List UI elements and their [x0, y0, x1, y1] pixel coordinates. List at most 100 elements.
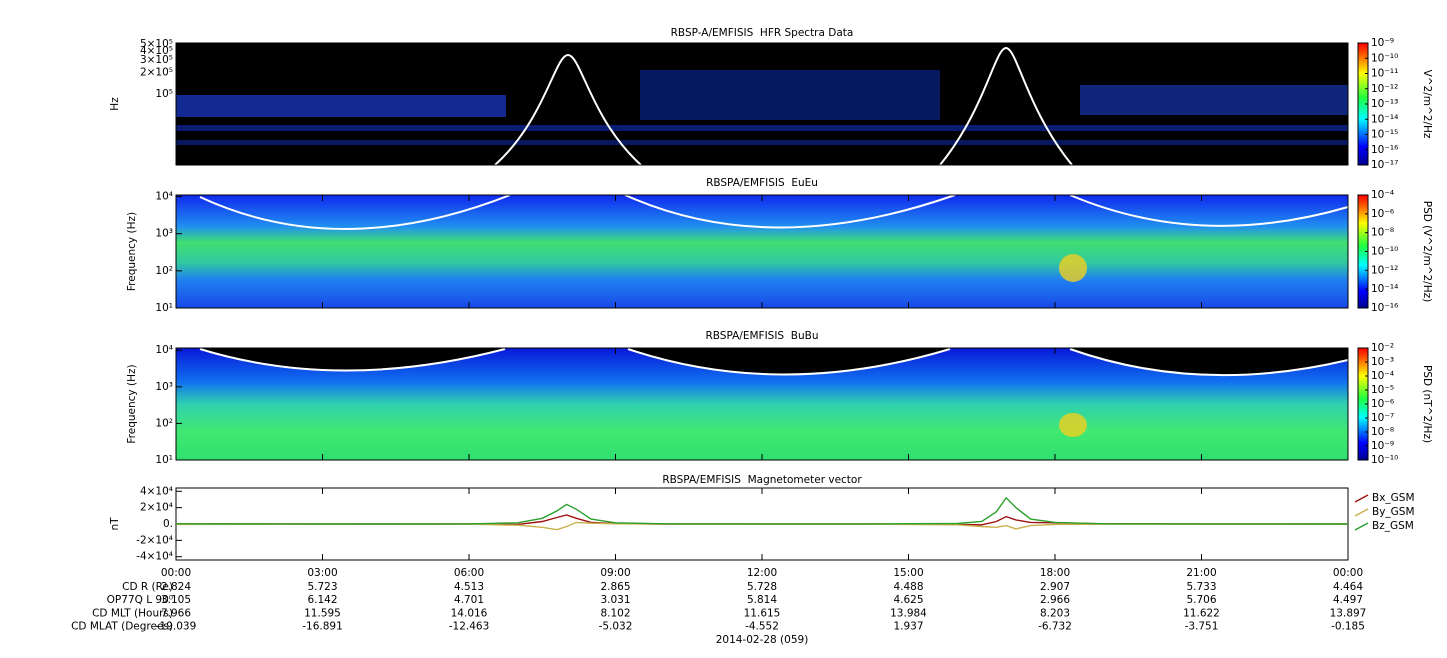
row-value: -4.552 [745, 621, 779, 633]
x-tick-label: 15:00 [893, 567, 923, 579]
y-tick-label: 10¹ [155, 302, 173, 314]
row-label: CD R (Re) [122, 581, 173, 593]
colorbar-tick-label: 10⁻² [1371, 342, 1394, 354]
row-value: 3.105 [161, 594, 191, 606]
y-tick-label: 10² [155, 417, 173, 429]
x-axis-label: 2014-02-28 (059) [716, 634, 809, 646]
row-value: 6.142 [307, 594, 337, 606]
x-tick-label: 12:00 [747, 567, 777, 579]
row-value: 4.488 [893, 581, 923, 593]
row-value: 5.728 [747, 581, 777, 593]
row-value: 5.733 [1186, 581, 1216, 593]
y-tick-label: 10² [155, 265, 173, 277]
colorbar-tick-label: 10⁻¹¹ [1371, 68, 1398, 80]
row-value: -6.732 [1038, 621, 1072, 633]
y-tick-label: 10³ [155, 228, 173, 240]
colorbar-tick-label: 10⁻¹⁵ [1371, 129, 1398, 141]
y-tick-label: 10⁴ [155, 344, 173, 356]
row-value: -3.751 [1185, 621, 1219, 633]
y-tick-label: -2×10⁴ [136, 534, 173, 546]
colorbar-tick-label: 10⁻¹³ [1371, 98, 1398, 110]
colorbar-tick-label: 10⁻⁵ [1371, 384, 1394, 396]
row-value: 5.723 [307, 581, 337, 593]
row-value: 1.937 [893, 621, 923, 633]
colorbar-tick-label: 10⁻³ [1371, 356, 1394, 368]
row-label: CD MLAT (Degrees) [71, 621, 173, 633]
y-axis-label: nT [109, 517, 121, 531]
x-tick-label: 00:00 [161, 567, 191, 579]
row-value: -19.039 [156, 621, 197, 633]
row-value: -16.891 [302, 621, 343, 633]
y-tick-label: 0. [163, 518, 173, 530]
legend-label: Bx_GSM [1372, 492, 1415, 504]
row-value: 13.984 [890, 607, 927, 619]
colorbar-tick-label: 10⁻¹⁰ [1371, 52, 1398, 64]
x-tick-label: 18:00 [1040, 567, 1070, 579]
colorbar-tick-label: 10⁻⁸ [1371, 426, 1394, 438]
row-value: 14.016 [451, 607, 488, 619]
panel-title: RBSPA/EMFISIS BuBu [705, 330, 818, 342]
x-tick-label: 06:00 [454, 567, 484, 579]
colorbar-tick-label: 10⁻¹⁰ [1371, 454, 1398, 466]
row-label: OP77Q L 90⁰ [107, 594, 173, 606]
row-value: 4.625 [893, 594, 923, 606]
y-tick-label: 5×10⁵ [140, 38, 173, 50]
spectrogram-image [176, 43, 1349, 460]
colorbar-label: PSD (nT^2/Hz) [1421, 365, 1433, 443]
legend-swatch [1354, 494, 1369, 503]
row-value: 7.966 [161, 607, 191, 619]
row-value: 2.865 [600, 581, 630, 593]
colorbar-label: PSD (V^2/m^2/Hz) [1421, 201, 1433, 302]
x-tick-label: 09:00 [600, 567, 630, 579]
y-tick-label: -4×10⁴ [136, 551, 173, 563]
colorbar-tick-label: 10⁻¹² [1371, 264, 1398, 276]
y-tick-label: 2×10⁴ [140, 502, 173, 514]
row-value: 11.595 [304, 607, 341, 619]
legend-swatch [1354, 508, 1369, 517]
row-value: -0.185 [1331, 621, 1365, 633]
x-tick-label: 00:00 [1333, 567, 1363, 579]
legend-label: By_GSM [1372, 506, 1415, 518]
colorbar-tick-label: 10⁻⁶ [1371, 208, 1394, 220]
y-tick-label: 3×10⁵ [140, 54, 173, 66]
colorbar-tick-label: 10⁻⁹ [1371, 37, 1394, 49]
y-axis-label: Frequency (Hz) [126, 212, 138, 291]
row-value: 5.814 [747, 594, 777, 606]
y-tick-label: 4×10⁴ [140, 485, 173, 497]
y-tick-label: 4×10⁵ [140, 45, 173, 57]
y-tick-label: 10³ [155, 381, 173, 393]
y-tick-label: 10⁴ [155, 191, 173, 203]
colorbar-tick-label: 10⁻¹⁴ [1371, 113, 1398, 125]
row-value: -5.032 [599, 621, 633, 633]
row-value: 13.897 [1330, 607, 1367, 619]
row-value: 11.622 [1183, 607, 1220, 619]
panel-title: RBSP-A/EMFISIS HFR Spectra Data [671, 27, 854, 39]
colorbar-tick-label: 10⁻⁴ [1371, 189, 1394, 201]
row-value: 5.706 [1186, 594, 1216, 606]
series-line [175, 496, 1349, 525]
row-value: 8.203 [1040, 607, 1070, 619]
y-axis-label: Hz [109, 97, 121, 111]
row-value: 4.497 [1333, 594, 1363, 606]
x-tick-label: 21:00 [1186, 567, 1216, 579]
row-value: -12.463 [449, 621, 490, 633]
colorbar-tick-label: 10⁻⁶ [1371, 398, 1394, 410]
colorbar-tick-label: 10⁻⁴ [1371, 370, 1394, 382]
colorbar-tick-label: 10⁻⁹ [1371, 440, 1394, 452]
colorbar-tick-label: 10⁻⁸ [1371, 227, 1394, 239]
row-value: 8.102 [600, 607, 630, 619]
colorbar-tick-label: 10⁻¹⁶ [1371, 302, 1398, 314]
row-label: CD MLT (Hours) [92, 607, 173, 619]
y-tick-label: 10⁵ [155, 88, 173, 100]
colorbar-tick-label: 10⁻¹⁷ [1371, 159, 1398, 171]
row-value: 4.513 [454, 581, 484, 593]
panel-title: RBSPA/EMFISIS EuEu [706, 177, 818, 189]
colorbar-tick-label: 10⁻¹⁴ [1371, 283, 1398, 295]
row-value: 4.701 [454, 594, 484, 606]
colorbar-label: V^2/m^2/Hz [1421, 70, 1433, 139]
colorbar-tick-label: 10⁻¹⁰ [1371, 246, 1398, 258]
panel-title: RBSPA/EMFISIS Magnetometer vector [662, 474, 862, 486]
row-value: 4.464 [1333, 581, 1363, 593]
legend-label: Bz_GSM [1372, 520, 1414, 532]
